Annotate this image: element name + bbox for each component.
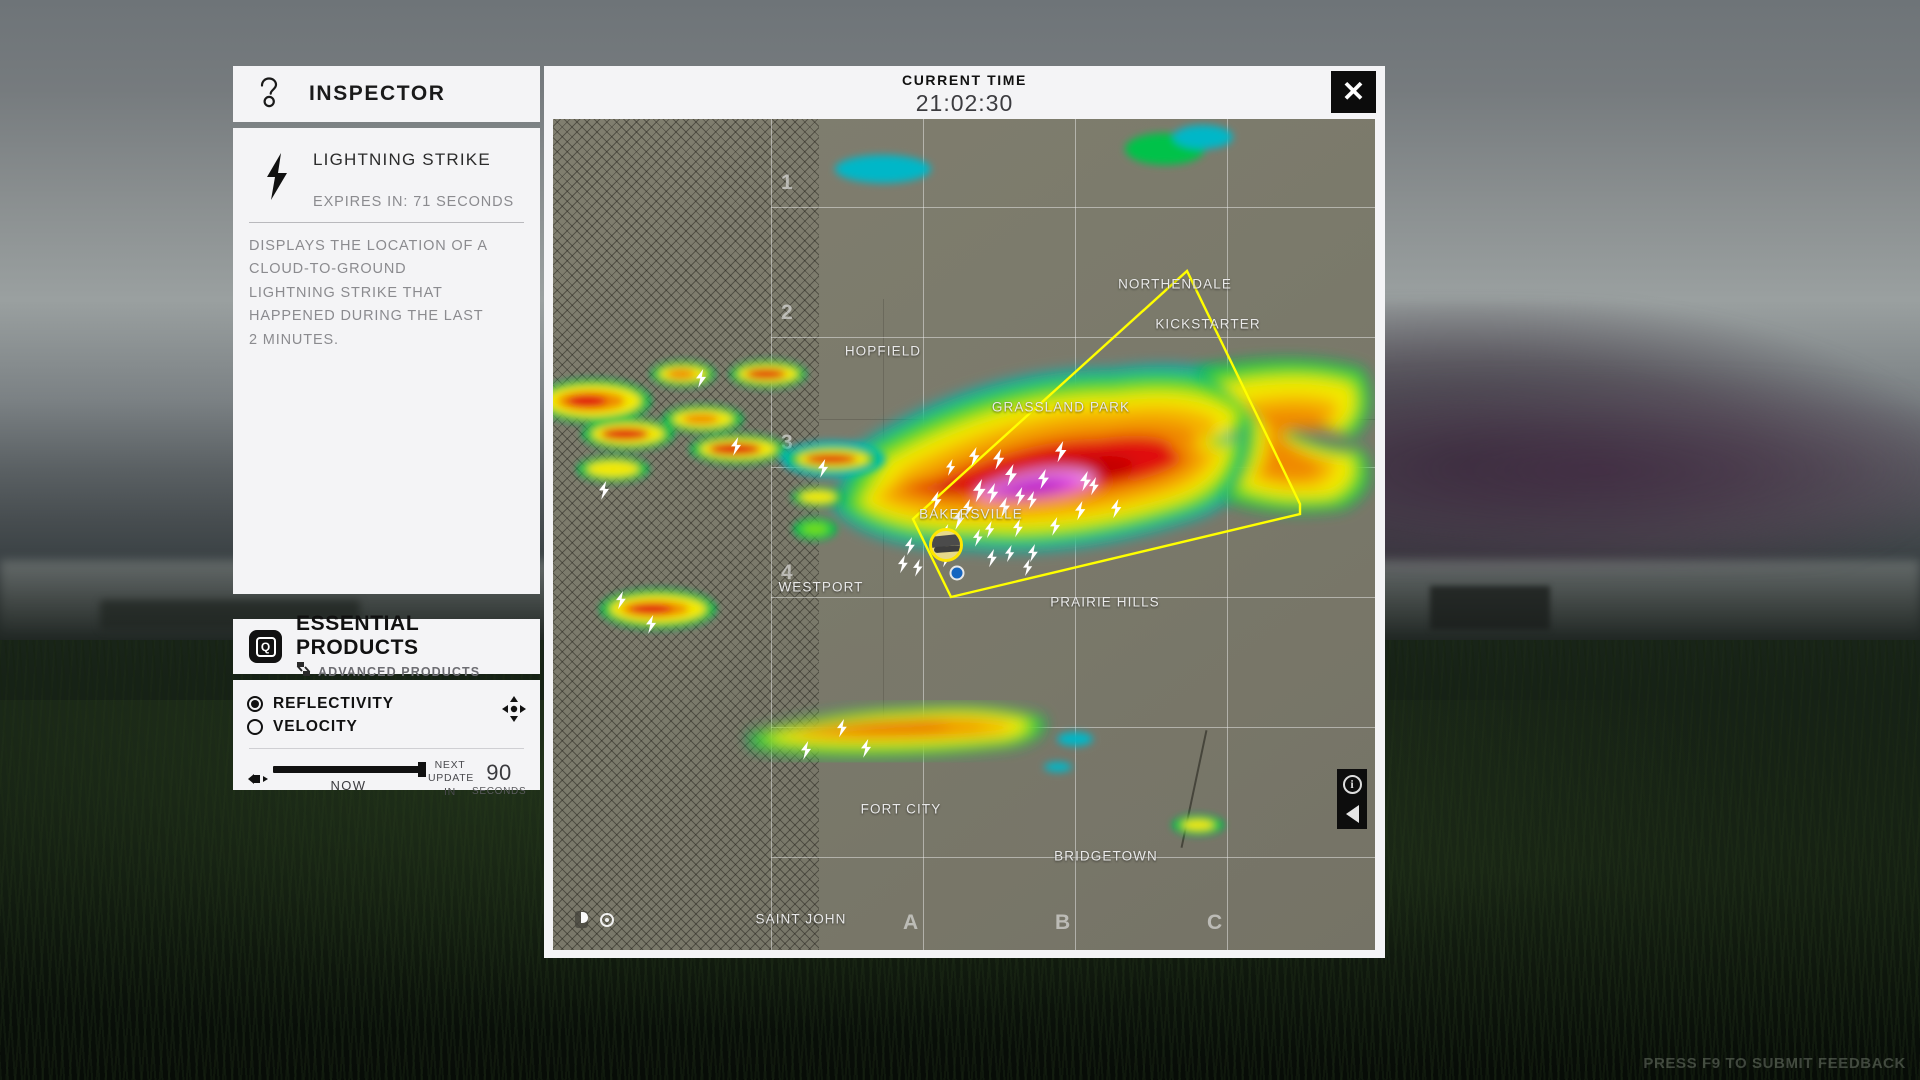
location-dot-icon[interactable] [949,565,965,581]
collapse-left-icon [1345,805,1359,823]
timeline-now-label: NOW [330,777,367,793]
timeline-row: NOW NEXT UPDATE IN 90 SECONDS [247,759,526,799]
next-update-countdown: 90 SECONDS [472,759,527,797]
close-icon: ✕ [1341,76,1366,107]
current-time-value: 21:02:30 [915,90,1014,116]
city-label: PRAIRIE HILLS [1050,594,1160,610]
countdown-value: 90 [486,759,512,785]
info-icon: i [1342,774,1362,794]
product-expiry: EXPIRES IN: 71 SECONDS [313,194,515,210]
next-update-label: NEXT UPDATE IN [428,759,475,798]
city-label: GRASSLAND PARK [991,399,1131,415]
lightning-bolt-icon [251,148,303,202]
grid-row-label-4: 4 [781,561,794,584]
grid-col-label-b: B [1055,911,1071,934]
radar-map-window: CURRENT TIME 21:02:30 ✕ [544,66,1385,958]
map-pin-icon[interactable] [575,911,588,928]
radio-reflectivity[interactable] [247,695,263,712]
inspector-header: INSPECTOR [233,66,540,122]
timeline-slider[interactable]: NOW [273,761,428,793]
timeline-track[interactable] [273,765,424,773]
question-mark-icon [255,75,283,114]
grid-col-label-a: A [903,911,919,934]
dpad-move-icon[interactable] [502,696,526,722]
city-label: BAKERSVILLE [919,506,1023,522]
timeline-knob[interactable] [418,761,426,777]
close-button[interactable]: ✕ [1331,71,1376,113]
grid-row-label-1: 1 [781,171,794,194]
option-reflectivity[interactable]: REFLECTIVITY [247,692,526,715]
grid-line [771,119,772,950]
swap-arrows-icon [296,662,311,681]
product-description: DISPLAYS THE LOCATION OF A CLOUD-TO-GROU… [249,238,488,348]
q-badge-icon: Q [249,630,282,663]
crosshair-target-icon[interactable] [600,912,614,927]
city-label: NORTHENDALE [1118,276,1232,292]
city-label: BRIDGETOWN [1054,848,1158,864]
inspector-title: INSPECTOR [309,82,446,105]
map-header: CURRENT TIME 21:02:30 ✕ [544,66,1385,118]
lightning-strike-layer [599,369,1122,760]
grid-line [771,727,1375,728]
inspector-divider [249,222,524,223]
essential-products-header[interactable]: Q ESSENTIAL PRODUCTS ADVANCED PRODUCTS [233,612,540,679]
product-selector-panel: REFLECTIVITY VELOCITY [233,680,540,798]
city-label: KICKSTARTER [1155,316,1261,332]
no-coverage-hatch [553,119,819,950]
grid-row-label-3: 3 [781,431,794,454]
info-button[interactable]: i [1337,769,1367,799]
option-velocity[interactable]: VELOCITY [247,715,526,738]
countdown-unit: SECONDS [472,785,527,797]
advanced-products-label[interactable]: ADVANCED PRODUCTS [318,664,481,679]
city-label: FORT CITY [860,801,942,817]
city-label: HOPFIELD [844,343,922,359]
grid-row-label-2: 2 [781,301,794,324]
product-name: LIGHTNING STRIKE [313,150,491,169]
inspector-body: LIGHTNING STRIKE EXPIRES IN: 71 SECONDS … [233,128,540,594]
timeline-divider [249,748,524,749]
left-column: INSPECTOR LIGHTNING STRIKE EXPIRES IN: 7… [233,66,540,798]
map-side-buttons: i [1337,769,1367,829]
essential-products-title: ESSENTIAL PRODUCTS [296,612,419,659]
grid-line [771,207,1375,208]
collapse-panel-button[interactable] [1337,799,1367,829]
city-label: SAINT JOHN [755,911,847,927]
grid-line [771,857,1375,858]
radio-velocity[interactable] [247,718,263,735]
distant-terrain-right [1430,586,1550,630]
inspector-product: LIGHTNING STRIKE EXPIRES IN: 71 SECONDS [233,144,540,210]
grid-col-label-c: C [1207,911,1223,934]
city-label: WESTPORT [778,579,864,595]
map-corner-icons [575,911,614,928]
feedback-hint: PRESS F9 TO SUBMIT FEEDBACK [1643,1055,1906,1072]
label-reflectivity: REFLECTIVITY [273,694,395,712]
game-ui-window: INSPECTOR LIGHTNING STRIKE EXPIRES IN: 7… [233,66,1385,958]
label-velocity: VELOCITY [273,717,358,735]
radar-map[interactable]: 1 2 3 4 A B C [553,119,1375,950]
current-time-label: CURRENT TIME [902,72,1027,88]
expand-arrows-icon[interactable] [247,771,273,787]
tornado-marker-icon[interactable] [929,528,963,562]
